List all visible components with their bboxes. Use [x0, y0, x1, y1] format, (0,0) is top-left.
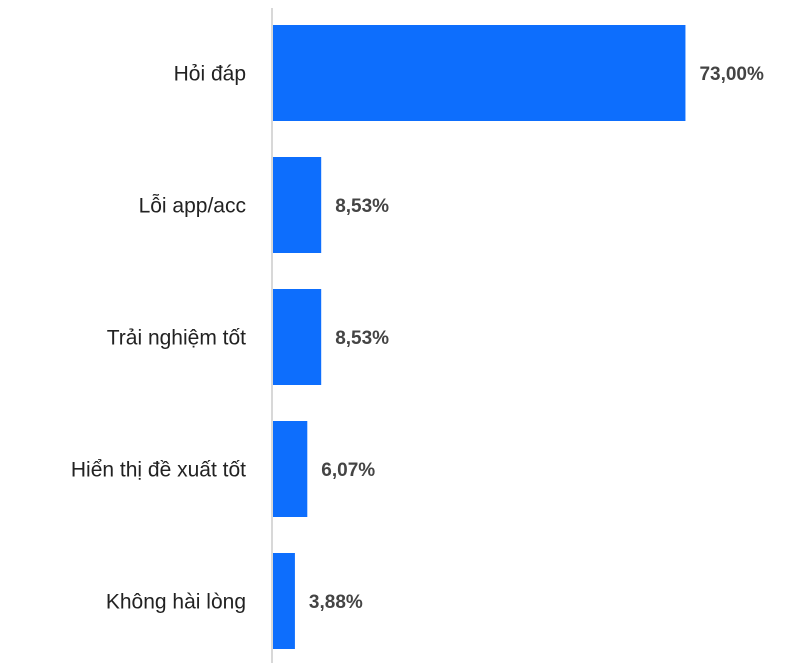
category-label: Hiển thị đề xuất tốt	[71, 459, 246, 482]
bar	[273, 421, 308, 517]
value-label: 8,53%	[335, 328, 389, 349]
category-label: Trải nghiệm tốt	[107, 327, 246, 350]
category-label: Hỏi đáp	[174, 63, 246, 86]
value-label: 6,07%	[321, 460, 375, 481]
value-label: 8,53%	[335, 196, 389, 217]
bar	[273, 157, 322, 253]
bar	[273, 25, 686, 121]
bar	[273, 289, 322, 385]
bar	[273, 553, 295, 649]
value-label: 73,00%	[699, 64, 764, 85]
value-label: 3,88%	[309, 592, 363, 613]
category-label: Lỗi app/acc	[139, 195, 246, 218]
category-label: Không hài lòng	[106, 591, 246, 614]
